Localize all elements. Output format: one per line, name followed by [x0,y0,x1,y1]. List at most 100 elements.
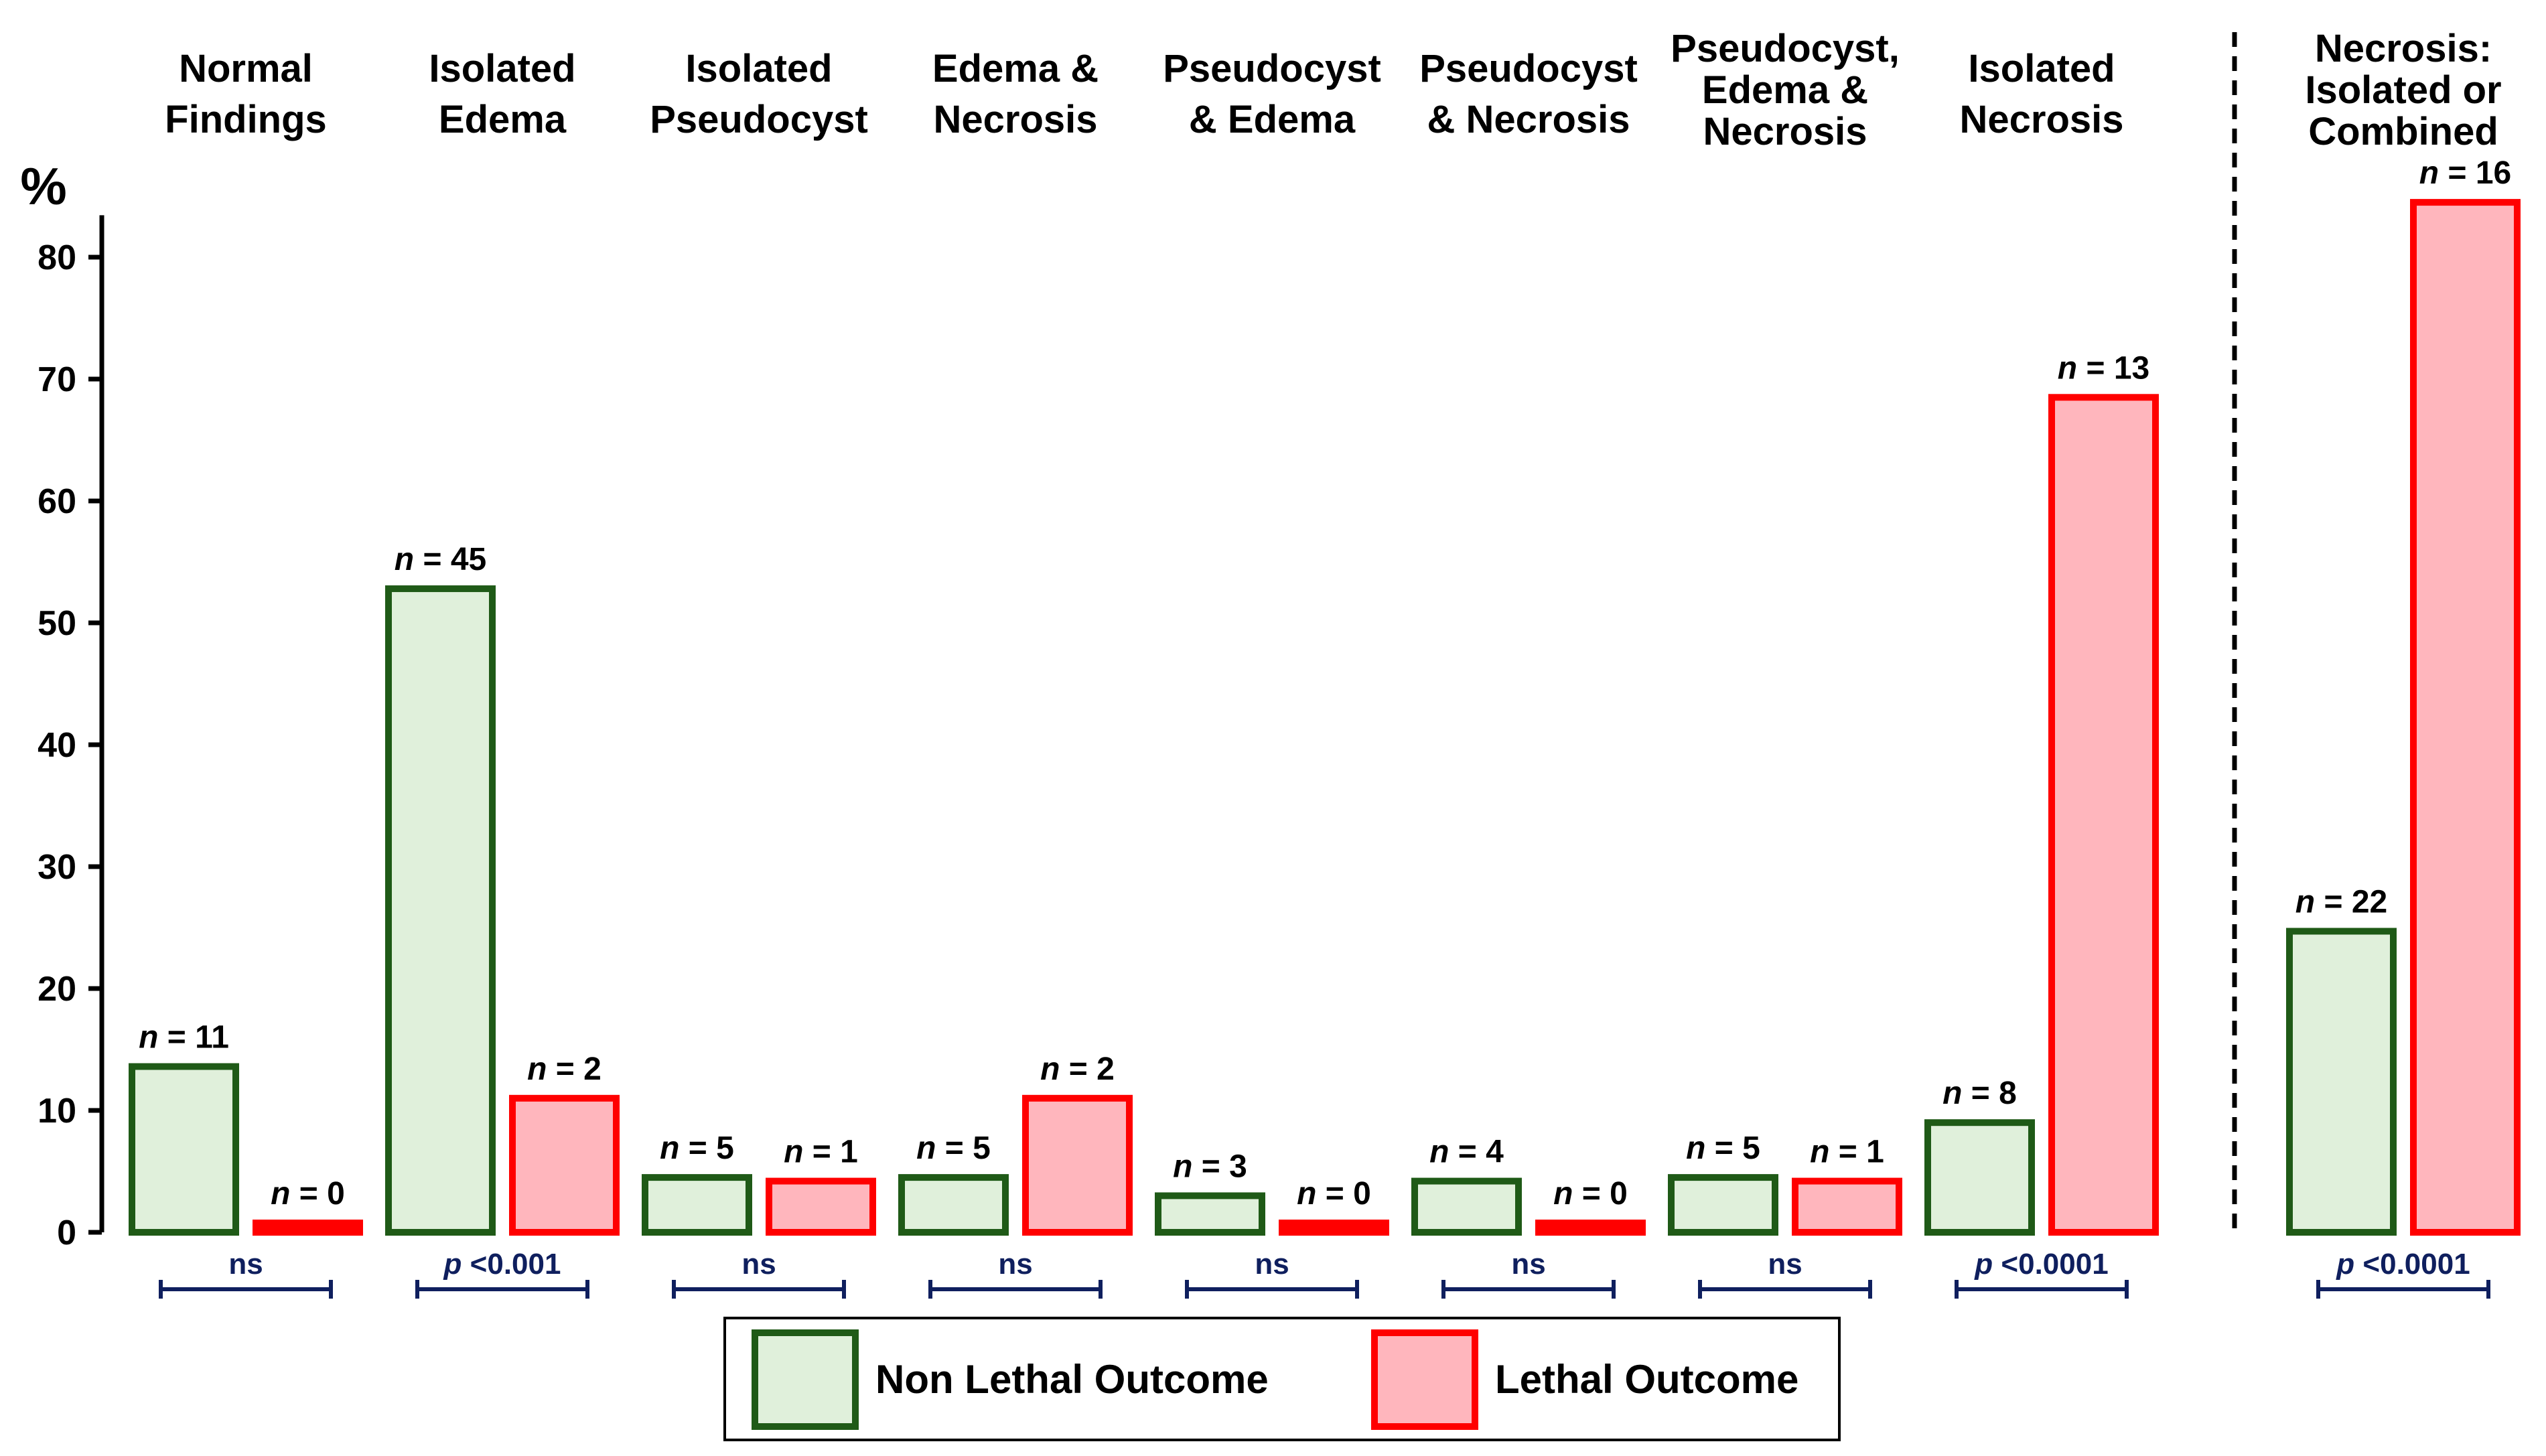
bar-lethal-combined-n-label: n = 16 [2419,155,2511,191]
bar-nonlethal-7-n-label-value: = 5 [1705,1131,1760,1166]
category-label-combined-line-1: Necrosis: [2315,27,2492,70]
bar-lethal-combined [2410,199,2521,1236]
bar-lethal-5 [1279,1220,1389,1236]
legend-swatch-lethal [1371,1329,1478,1430]
bar-nonlethal-combined [2286,928,2397,1236]
sig-bracket-6-label: ns [1511,1248,1545,1281]
bar-nonlethal-2-n-label: n = 45 [395,542,486,577]
bar-lethal-6 [1535,1220,1646,1236]
category-label-6-line-2: & Necrosis [1427,98,1630,141]
bar-lethal-5-n-label-value: = 0 [1316,1176,1370,1212]
sig-bracket-3-label: ns [741,1248,776,1281]
bar-lethal-3-n-label-prefix: n [784,1135,803,1170]
bar-lethal-4-n-label-prefix: n [1040,1051,1060,1087]
category-label-8-line-1: Isolated [1968,47,2115,90]
bar-nonlethal-3-n-label-prefix: n [660,1131,679,1166]
bar-lethal-8 [2048,394,2159,1236]
y-tick-label-70: 70 [38,360,76,399]
category-label-3-line-2: Pseudocyst [650,98,868,141]
bar-nonlethal-4-n-label-prefix: n [916,1131,936,1166]
legend-box [723,1317,1841,1441]
bar-nonlethal-6 [1411,1177,1522,1236]
y-tick-label-0: 0 [57,1214,76,1252]
bar-lethal-6-n-label: n = 0 [1553,1176,1628,1212]
bar-lethal-combined-n-label-value: = 16 [2439,155,2511,191]
bar-nonlethal-combined-n-label: n = 22 [2295,884,2387,920]
bar-lethal-5-n-label-prefix: n [1297,1176,1316,1212]
category-label-4-line-2: Necrosis [933,98,1097,141]
bar-lethal-3-n-label-value: = 1 [803,1135,857,1170]
bar-nonlethal-5 [1155,1192,1265,1236]
legend-label-lethal: Lethal Outcome [1495,1357,1798,1402]
bar-lethal-1-n-label-value: = 0 [290,1176,344,1212]
bar-nonlethal-1-n-label-value: = 11 [158,1019,228,1055]
y-tick-label-30: 30 [38,848,76,887]
bar-lethal-7 [1792,1177,1902,1236]
bar-lethal-7-n-label: n = 1 [1810,1135,1884,1170]
bar-nonlethal-7-n-label-prefix: n [1686,1131,1705,1166]
bar-lethal-5-n-label: n = 0 [1297,1176,1371,1212]
legend: Non Lethal Outcome Lethal Outcome [723,1317,1841,1441]
bar-lethal-1-n-label-prefix: n [271,1176,290,1212]
bar-nonlethal-1 [129,1063,239,1236]
bar-lethal-6-n-label-prefix: n [1553,1176,1573,1212]
sig-bracket-2-label-p: p [443,1248,462,1281]
y-tick-label-10: 10 [38,1092,76,1131]
bar-lethal-7-n-label-prefix: n [1810,1135,1829,1170]
bar-nonlethal-3 [642,1174,752,1236]
bar-nonlethal-6-n-label-value: = 4 [1449,1135,1504,1170]
bar-nonlethal-2-n-label-prefix: n [395,542,414,577]
bar-nonlethal-6-n-label: n = 4 [1429,1135,1504,1170]
bar-lethal-2-n-label: n = 2 [527,1051,602,1087]
y-axis-label: % [20,157,66,216]
bar-nonlethal-1-n-label-prefix: n [139,1019,158,1055]
bar-nonlethal-2 [385,585,496,1236]
category-label-7-line-3: Necrosis [1703,110,1867,153]
category-label-6-line-1: Pseudocyst [1419,47,1638,90]
y-tick-label-80: 80 [38,238,76,277]
sig-bracket-combined-label: p <0.0001 [2336,1248,2470,1281]
bar-lethal-4-n-label-value: = 2 [1060,1051,1114,1087]
y-axis: 0 10 20 30 40 50 60 70 80% [20,32,2237,1252]
sig-bracket-2-label: p <0.001 [443,1248,561,1281]
significance-brackets: ns p <0.001 ns ns ns ns ns p <0.0001 p <0.0001 [159,1248,2490,1299]
bar-nonlethal-1-n-label: n = 11 [139,1019,229,1055]
bar-nonlethal-4-n-label: n = 5 [916,1131,991,1166]
category-label-4-line-1: Edema & [932,47,1099,90]
bar-nonlethal-8-n-label-value: = 8 [1962,1076,2016,1111]
legend-label-nonlethal: Non Lethal Outcome [875,1357,1269,1402]
sig-bracket-8-label: p <0.0001 [1974,1248,2108,1281]
sig-bracket-7-label: ns [1768,1248,1802,1281]
category-label-1-line-1: Normal [179,47,313,90]
bar-lethal-8-n-label-prefix: n [2058,350,2077,386]
category-label-5-line-1: Pseudocyst [1163,47,1381,90]
category-label-7-line-1: Pseudocyst, [1671,27,1900,70]
bar-nonlethal-3-n-label: n = 5 [660,1131,734,1166]
bar-nonlethal-8-n-label-prefix: n [1942,1076,1962,1111]
bar-nonlethal-7-n-label: n = 5 [1686,1131,1760,1166]
sig-bracket-8-label-p: p [1974,1248,1993,1281]
category-label-combined-line-3: Combined [2308,110,2498,153]
bar-lethal-7-n-label-value: = 1 [1829,1135,1884,1170]
bar-nonlethal-4-n-label-value: = 5 [936,1131,990,1166]
category-label-2-line-1: Isolated [429,47,575,90]
bar-nonlethal-4 [898,1174,1009,1236]
bar-lethal-2-n-label-value: = 2 [547,1051,601,1087]
bar-lethal-4 [1022,1094,1133,1236]
bar-nonlethal-6-n-label-prefix: n [1429,1135,1449,1170]
bar-lethal-2-n-label-prefix: n [527,1051,547,1087]
legend-swatch-nonlethal [752,1329,859,1430]
bar-lethal-2 [509,1094,620,1236]
bar-lethal-1 [253,1220,363,1236]
y-tick-label-40: 40 [38,726,76,765]
category-label-3-line-1: Isolated [685,47,832,90]
bar-nonlethal-7 [1668,1174,1778,1236]
bar-nonlethal-2-n-label-value: = 45 [414,542,486,577]
category-label-8-line-2: Necrosis [1959,98,2123,141]
bar-nonlethal-combined-n-label-prefix: n [2295,884,2315,920]
sig-bracket-2-label-value: <0.001 [462,1248,561,1281]
category-label-5-line-2: & Edema [1189,98,1356,141]
bar-lethal-3 [766,1177,876,1236]
